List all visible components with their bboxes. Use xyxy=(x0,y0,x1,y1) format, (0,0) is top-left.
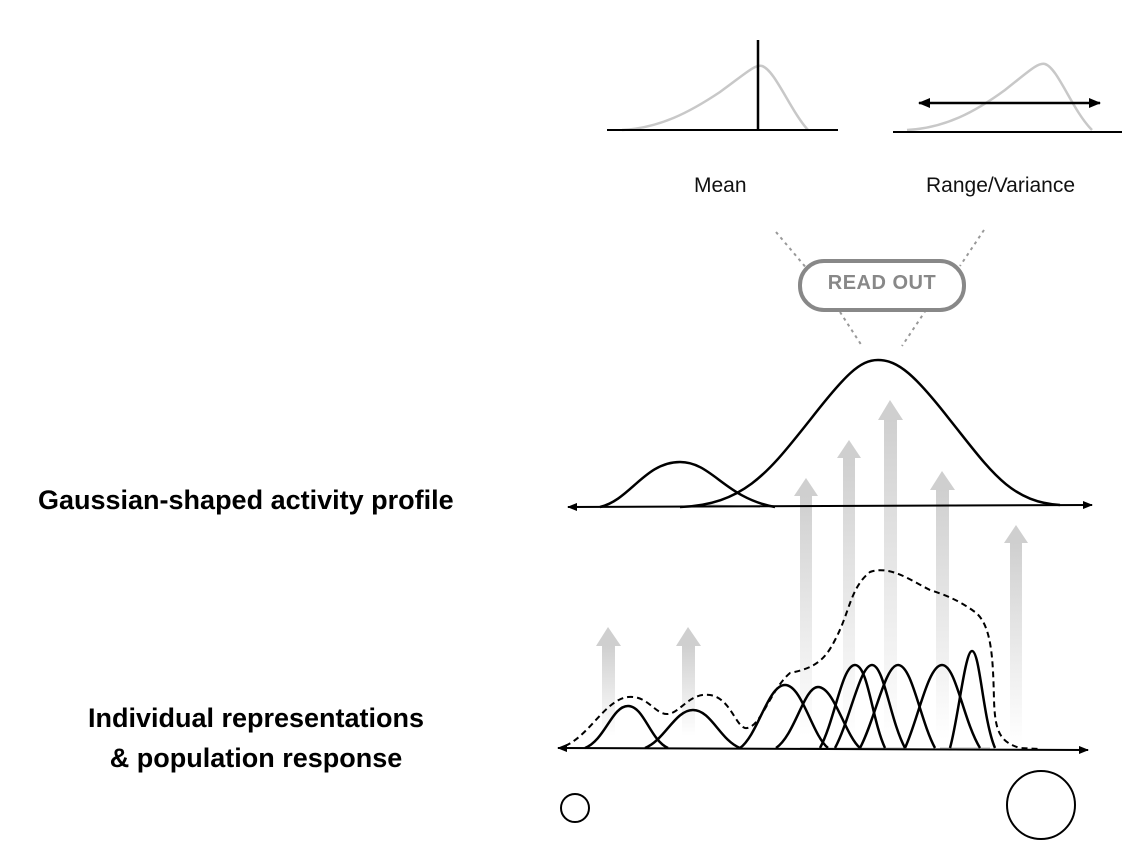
readout-connectors xyxy=(775,229,985,347)
readout-box xyxy=(798,259,966,312)
range-variance-diagram xyxy=(893,62,1122,133)
readout-label: READ OUT xyxy=(827,272,937,294)
small-gaussian-curve xyxy=(599,460,776,509)
individual-label-line1: Individual representations xyxy=(87,703,425,733)
range-skewed-curve xyxy=(906,62,1093,132)
population-gray-arrows xyxy=(596,627,701,736)
mean-label: Mean xyxy=(694,174,747,197)
gaussian-profile-diagram xyxy=(567,358,1093,743)
large-circle-icon xyxy=(1006,770,1076,840)
individual-label-line2: & population response xyxy=(109,743,403,773)
population-response-diagram xyxy=(557,569,1089,754)
mean-skewed-curve xyxy=(621,64,809,132)
population-axis xyxy=(557,744,1089,754)
range-variance-label: Range/Variance xyxy=(926,174,1076,197)
individual-tuning-curves xyxy=(584,649,997,750)
small-circle-icon xyxy=(560,793,590,823)
mean-diagram xyxy=(607,40,838,132)
population-response-curve xyxy=(564,569,1041,750)
profile-gray-arrows xyxy=(794,400,1028,743)
large-gaussian-curve xyxy=(679,358,1061,509)
individual-representations-label: Individual representations & population … xyxy=(60,698,452,778)
profile-axis xyxy=(567,501,1093,511)
gaussian-profile-label: Gaussian-shaped activity profile xyxy=(38,485,454,515)
